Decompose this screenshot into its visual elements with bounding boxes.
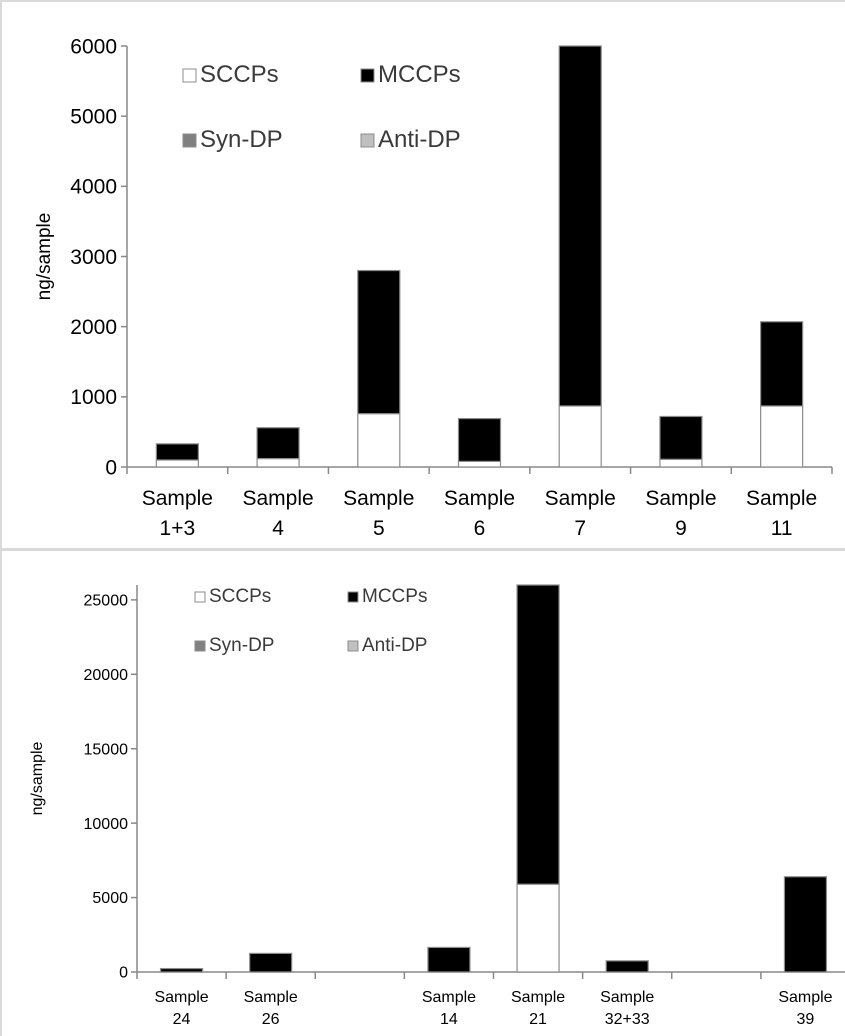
x-category-label: 11 (771, 517, 793, 540)
y-tick-label: 15000 (84, 741, 129, 758)
legend-swatch-mccps (360, 68, 375, 83)
x-category-label: Sample (600, 989, 654, 1006)
chart-panel-top: 0 1000 2000 3000 4000 5000 6000 ng/sample Sample… (0, 0, 845, 548)
bar-mccps-4 (516, 584, 560, 885)
legend-swatch-mccps (347, 591, 359, 603)
bar-mccps-4 (558, 45, 602, 407)
legend-label-mccps: MCCPs (378, 61, 461, 88)
legend-swatch-syn-dp (182, 133, 197, 148)
bar-sccps-3 (457, 460, 502, 468)
x-category-label: Sample (154, 989, 208, 1006)
x-category-label: 1+3 (160, 517, 196, 540)
bar-mccps-5 (605, 960, 649, 973)
x-category-label: Sample (422, 989, 476, 1006)
y-tick-label: 4000 (70, 176, 117, 199)
x-category-label: 14 (440, 1011, 458, 1028)
legend-swatch-anti-dp (347, 640, 359, 652)
x-category-label: 4 (272, 517, 284, 540)
y-tick-label: 2000 (70, 316, 117, 339)
x-category-label: 7 (574, 517, 586, 540)
x-category-label: Sample (511, 989, 565, 1006)
x-category-label: 24 (173, 1011, 191, 1028)
x-category-label: Sample (142, 487, 213, 510)
y-tick-label: 0 (105, 456, 117, 479)
legend-label-anti-dp: Anti-DP (378, 126, 461, 153)
bar-sccps-6 (760, 405, 804, 468)
y-tick-label: 3000 (70, 246, 117, 269)
x-category-label: 5 (373, 517, 385, 540)
y-tick-label: 0 (119, 965, 128, 982)
y-tick-label: 5000 (70, 106, 117, 129)
x-category-label: Sample (242, 487, 313, 510)
bar-mccps-0 (155, 443, 199, 461)
legend-swatch-sccps (182, 68, 197, 83)
legend-swatch-syn-dp (194, 640, 206, 652)
x-category-label: Sample (343, 487, 414, 510)
legend-label-anti-dp: Anti-DP (362, 635, 427, 656)
legend-label-syn-dp: Syn-DP (200, 126, 283, 153)
bar-sccps-0 (155, 459, 199, 468)
chart-bottom: 0 5000 10000 15000 20000 25000 ng/sample Sample… (29, 584, 845, 1028)
y-tick-label: 5000 (92, 890, 128, 907)
x-category-label: 6 (474, 517, 486, 540)
legend-label-sccps: SCCPs (209, 586, 271, 607)
x-category-label: 26 (262, 1011, 280, 1028)
y-tick-label: 20000 (84, 667, 129, 684)
bar-mccps-3 (427, 946, 471, 973)
bar-mccps-0 (159, 967, 204, 973)
bar-mccps-1 (249, 952, 293, 973)
bar-sccps-2 (357, 413, 401, 468)
bar-sccps-1 (256, 457, 300, 468)
x-category-label: Sample (645, 487, 716, 510)
bar-sccps-4 (558, 405, 602, 468)
y-axis-title: ng/sample (34, 213, 55, 301)
y-tick-label: 6000 (70, 35, 117, 58)
bar-mccps-3 (457, 417, 502, 462)
bar-mccps-5 (659, 415, 703, 460)
legend-swatch-anti-dp (360, 133, 375, 148)
y-tick-label: 1000 (70, 386, 117, 409)
bar-mccps-2 (357, 269, 401, 415)
x-category-label: Sample (244, 989, 298, 1006)
y-tick-label: 10000 (84, 816, 129, 833)
x-category-label: 21 (529, 1011, 547, 1028)
chart-top: 0 1000 2000 3000 4000 5000 6000 ng/sample Sample… (34, 35, 833, 540)
y-axis-title: ng/sample (29, 741, 46, 815)
x-category-label: Sample (746, 487, 817, 510)
legend-label-mccps: MCCPs (362, 586, 427, 607)
x-category-label: 32+33 (605, 1011, 650, 1028)
bar-mccps-7 (783, 876, 828, 973)
x-category-label: Sample (778, 989, 832, 1006)
x-category-label: Sample (444, 487, 515, 510)
bar-sccps-5 (659, 458, 703, 468)
x-category-label: 39 (797, 1011, 815, 1028)
bar-mccps-1 (256, 427, 300, 460)
legend-label-syn-dp: Syn-DP (209, 635, 274, 656)
chart-panel-bottom: 0 5000 10000 15000 20000 25000 ng/sample Sample… (0, 551, 845, 1036)
y-tick-label: 25000 (84, 592, 129, 609)
x-category-label: Sample (545, 487, 616, 510)
bar-mccps-6 (760, 321, 804, 407)
bar-sccps-4 (516, 883, 560, 973)
legend-label-sccps: SCCPs (200, 61, 279, 88)
x-category-label: 9 (675, 517, 687, 540)
panel-divider (0, 548, 845, 551)
legend-swatch-sccps (194, 591, 206, 603)
